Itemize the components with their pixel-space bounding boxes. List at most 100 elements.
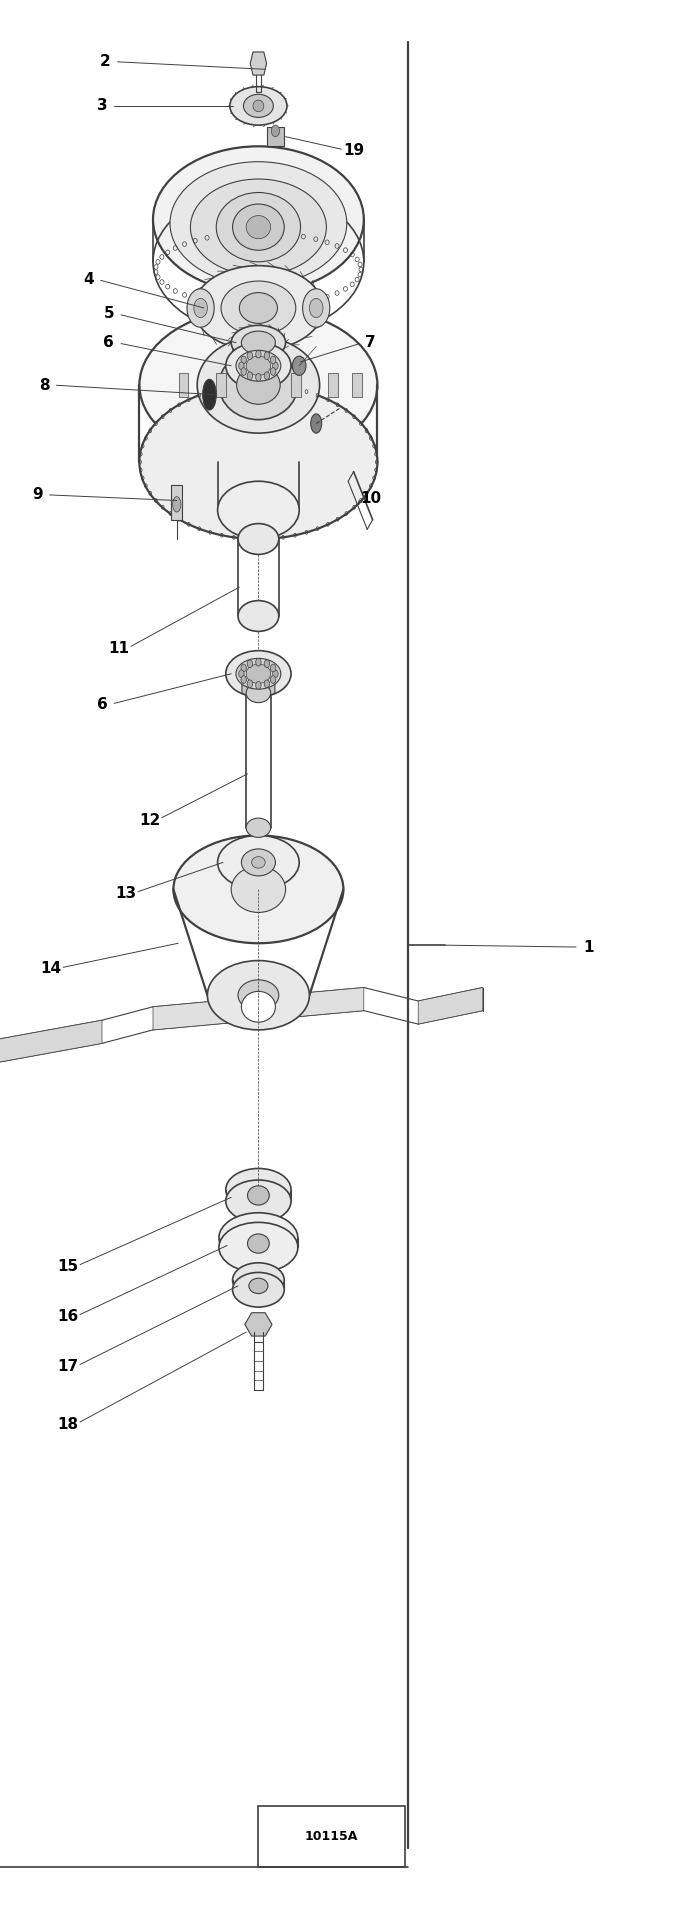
Ellipse shape — [239, 670, 244, 678]
Ellipse shape — [248, 372, 253, 379]
Ellipse shape — [203, 379, 216, 410]
Ellipse shape — [233, 1272, 284, 1307]
Polygon shape — [245, 1313, 272, 1336]
Ellipse shape — [241, 676, 246, 683]
Ellipse shape — [271, 664, 276, 672]
Ellipse shape — [292, 356, 306, 375]
Ellipse shape — [246, 664, 271, 683]
Ellipse shape — [236, 350, 281, 381]
Ellipse shape — [253, 100, 264, 112]
Ellipse shape — [264, 680, 270, 687]
Text: 8: 8 — [39, 377, 50, 393]
Ellipse shape — [243, 94, 273, 117]
Ellipse shape — [221, 281, 296, 335]
Ellipse shape — [139, 385, 377, 539]
Ellipse shape — [264, 352, 270, 360]
Ellipse shape — [264, 372, 270, 379]
Polygon shape — [0, 1020, 102, 1063]
Ellipse shape — [239, 293, 277, 323]
Bar — [291, 373, 301, 397]
Text: 1: 1 — [583, 939, 594, 955]
Ellipse shape — [241, 664, 246, 672]
Ellipse shape — [249, 1278, 268, 1294]
Bar — [267, 127, 284, 146]
Ellipse shape — [173, 497, 181, 512]
Bar — [216, 373, 226, 397]
Ellipse shape — [252, 857, 265, 868]
Ellipse shape — [219, 1213, 298, 1263]
Ellipse shape — [246, 818, 271, 837]
Ellipse shape — [190, 179, 326, 275]
Bar — [179, 373, 188, 397]
Text: 16: 16 — [57, 1309, 79, 1324]
Ellipse shape — [231, 325, 286, 360]
Ellipse shape — [153, 146, 364, 293]
Ellipse shape — [236, 658, 281, 689]
Ellipse shape — [241, 368, 246, 375]
Ellipse shape — [216, 192, 301, 262]
Bar — [352, 373, 362, 397]
Ellipse shape — [256, 681, 261, 689]
Text: 19: 19 — [343, 142, 364, 158]
Ellipse shape — [173, 835, 343, 943]
Ellipse shape — [256, 373, 261, 381]
Text: 2: 2 — [100, 54, 111, 69]
Ellipse shape — [170, 162, 347, 285]
Ellipse shape — [246, 356, 271, 375]
Text: 18: 18 — [57, 1417, 79, 1432]
Ellipse shape — [248, 352, 253, 360]
Ellipse shape — [246, 216, 271, 239]
Ellipse shape — [187, 289, 214, 327]
Ellipse shape — [218, 481, 299, 539]
Text: 9: 9 — [32, 487, 43, 502]
Ellipse shape — [230, 87, 287, 125]
Ellipse shape — [233, 1263, 284, 1297]
Ellipse shape — [238, 601, 279, 631]
Ellipse shape — [303, 289, 330, 327]
Text: 4: 4 — [83, 271, 94, 287]
Ellipse shape — [231, 866, 286, 912]
Ellipse shape — [248, 680, 253, 687]
Ellipse shape — [226, 651, 291, 697]
Ellipse shape — [271, 368, 276, 375]
Ellipse shape — [311, 414, 322, 433]
Bar — [258, 1806, 405, 1867]
Text: 11: 11 — [109, 641, 129, 656]
Text: 3: 3 — [97, 98, 107, 114]
Text: 13: 13 — [115, 886, 137, 901]
Text: 14: 14 — [40, 961, 62, 976]
Text: 6: 6 — [97, 697, 107, 712]
Text: 17: 17 — [57, 1359, 79, 1374]
Ellipse shape — [248, 1234, 269, 1253]
Ellipse shape — [238, 980, 279, 1011]
Bar — [171, 485, 182, 520]
Ellipse shape — [207, 961, 309, 1030]
Polygon shape — [242, 670, 275, 701]
Ellipse shape — [197, 337, 320, 433]
Ellipse shape — [237, 366, 280, 404]
Ellipse shape — [256, 658, 261, 666]
Ellipse shape — [194, 266, 323, 350]
Ellipse shape — [271, 125, 279, 137]
Ellipse shape — [256, 350, 261, 358]
Polygon shape — [250, 52, 267, 75]
Ellipse shape — [309, 298, 323, 318]
Ellipse shape — [248, 660, 253, 668]
Polygon shape — [418, 988, 483, 1024]
Ellipse shape — [226, 1180, 291, 1222]
Text: 6: 6 — [103, 335, 114, 350]
Ellipse shape — [271, 356, 276, 364]
Ellipse shape — [233, 204, 284, 250]
Ellipse shape — [219, 1222, 298, 1272]
Text: 12: 12 — [139, 812, 160, 828]
Ellipse shape — [238, 524, 279, 554]
Text: 10: 10 — [360, 491, 381, 506]
Ellipse shape — [241, 991, 275, 1022]
Ellipse shape — [241, 356, 246, 364]
Ellipse shape — [273, 362, 278, 370]
Text: 7: 7 — [365, 335, 376, 350]
Text: 10115A: 10115A — [305, 1831, 358, 1842]
Bar — [328, 373, 338, 397]
Ellipse shape — [264, 660, 270, 668]
Ellipse shape — [194, 298, 207, 318]
